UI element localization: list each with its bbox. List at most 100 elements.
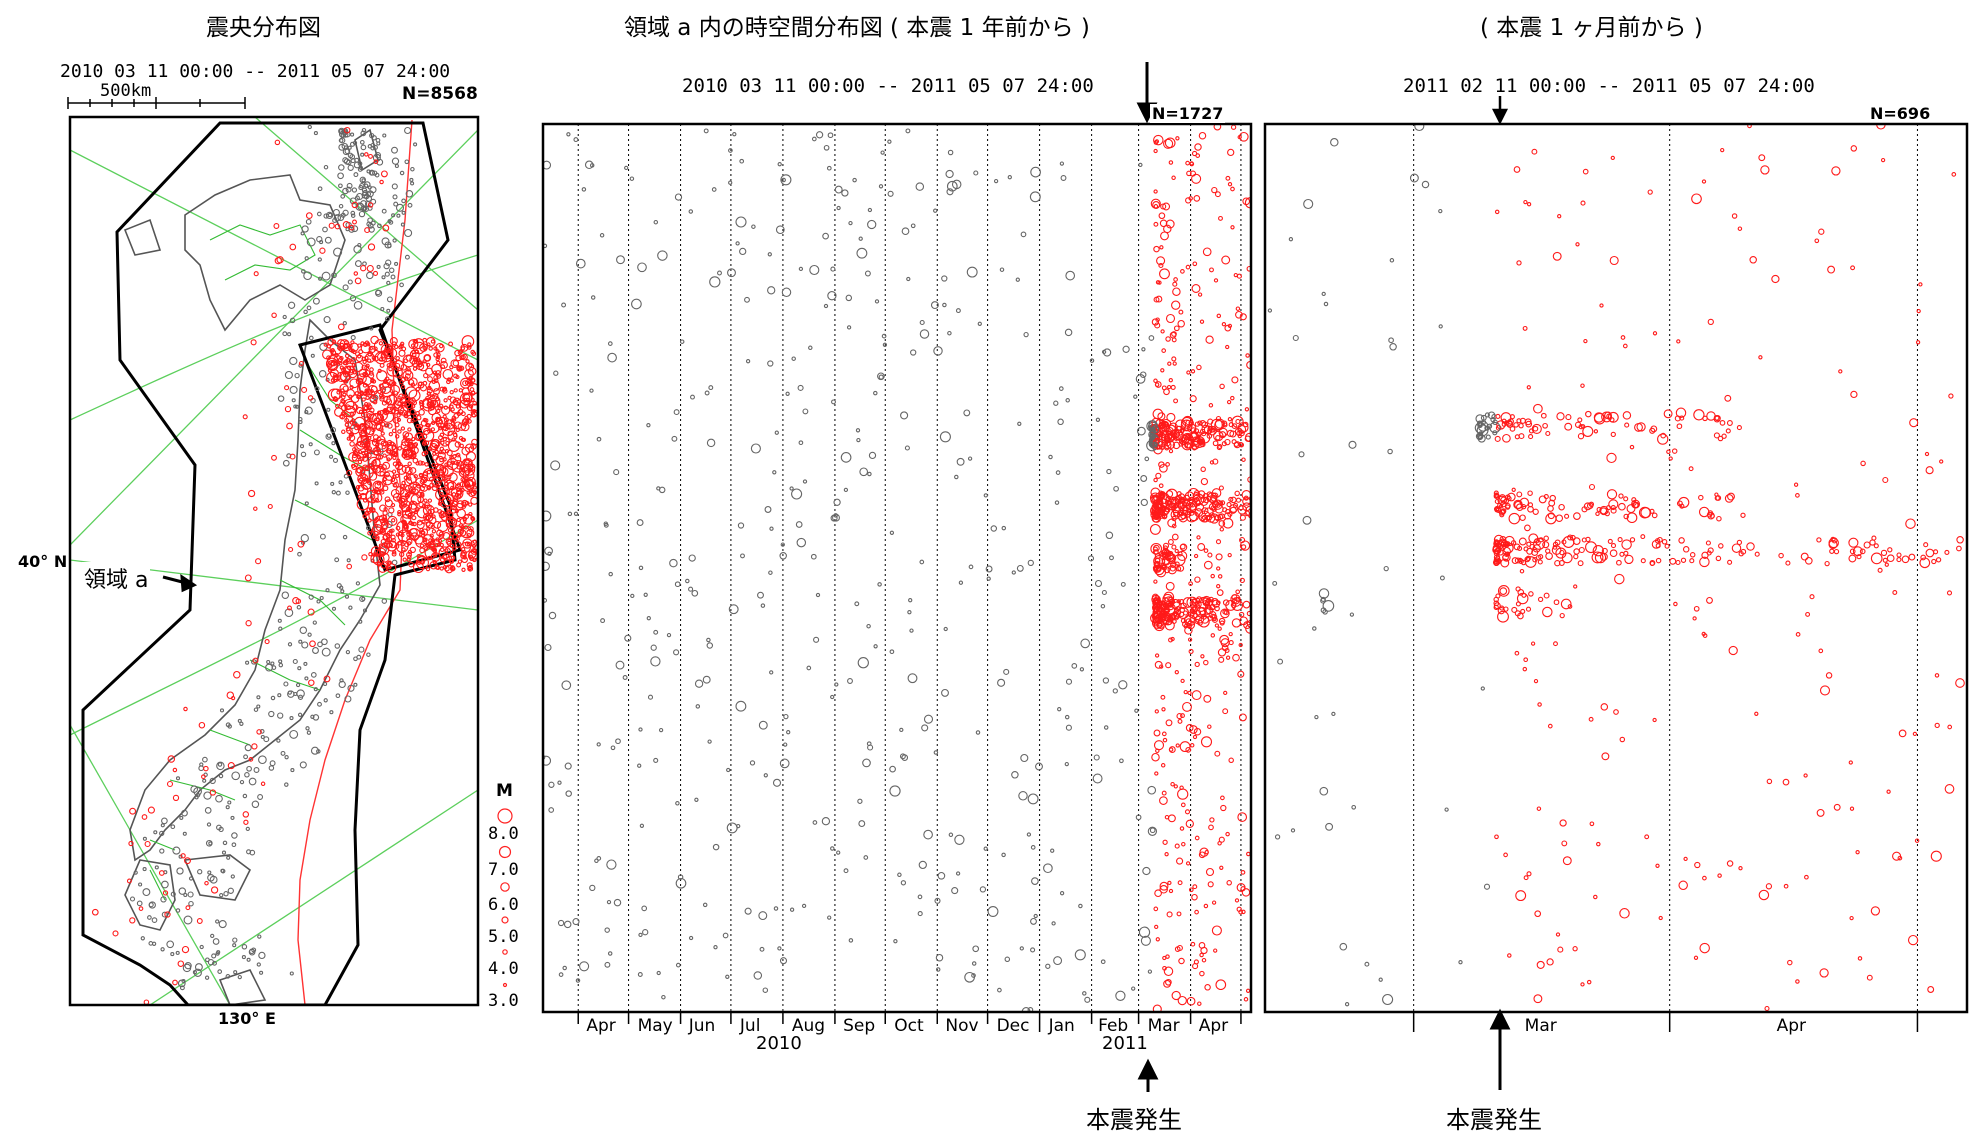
mid-event	[1087, 555, 1095, 562]
mid-event	[1103, 725, 1109, 730]
map-event	[314, 386, 320, 392]
mid-cluster-event	[1227, 511, 1233, 517]
mid-aftershock	[1222, 708, 1229, 715]
right-cluster-event	[1532, 508, 1539, 515]
right-event	[1658, 915, 1663, 921]
map-aftershock	[354, 277, 362, 285]
mid-event	[590, 295, 596, 300]
map-aftershock	[250, 339, 257, 346]
map-aftershock	[126, 878, 132, 884]
map-aftershock	[368, 372, 375, 379]
right-cluster-event	[1493, 490, 1499, 496]
mid-event	[1214, 623, 1220, 628]
map-aftershock	[439, 557, 446, 563]
mid-aftershock	[1242, 197, 1251, 206]
mid-event	[1203, 659, 1209, 666]
map-event	[369, 326, 374, 331]
map-event	[194, 963, 203, 972]
map-aftershock	[464, 541, 470, 547]
map-event	[138, 882, 143, 887]
mid-event	[589, 884, 596, 892]
mid-event	[779, 758, 790, 769]
mid-event	[713, 945, 718, 950]
mid-event	[811, 136, 817, 142]
mid-aftershock	[1199, 319, 1205, 324]
mid-cluster-event	[1179, 599, 1185, 605]
right-event	[1292, 334, 1299, 342]
right-cluster-event	[1493, 540, 1500, 547]
mid-aftershock	[1240, 544, 1247, 550]
map-event	[404, 254, 410, 260]
mid-cluster-event	[1154, 557, 1161, 564]
mid-cluster-event	[1238, 611, 1245, 618]
mid-aftershock	[1225, 175, 1231, 181]
mid-event	[661, 994, 666, 1000]
map-aftershock	[401, 394, 406, 399]
right-event	[1758, 889, 1770, 901]
mid-cluster-event	[1152, 615, 1163, 626]
mid-event	[674, 193, 683, 201]
mid-event	[921, 724, 929, 732]
mid-event	[1118, 680, 1128, 690]
mid-aftershock	[1168, 448, 1174, 454]
mid-event	[1017, 421, 1022, 426]
mid-aftershock	[1166, 412, 1176, 422]
map-aftershock	[360, 341, 365, 346]
map-aftershock	[447, 395, 452, 401]
map-period: 2010 03 11 00:00 -- 2011 05 07 24:00	[60, 61, 451, 82]
mid-event	[1020, 753, 1029, 763]
map-event	[282, 331, 288, 337]
mid-event	[1109, 555, 1114, 561]
map-aftershock	[460, 411, 466, 417]
mid-event	[935, 967, 941, 972]
region-a-label: 領域 a	[82, 562, 151, 594]
right-cluster-event	[1654, 538, 1661, 544]
mid-event	[977, 321, 982, 326]
map-aftershock	[411, 352, 417, 358]
mid-aftershock	[1216, 313, 1222, 319]
mid-cluster-event	[1200, 497, 1206, 503]
mid-event	[917, 911, 923, 917]
map-aftershock	[412, 416, 418, 422]
map-event	[140, 936, 145, 941]
right-event	[1884, 562, 1889, 567]
map-aftershock	[415, 536, 427, 548]
map-aftershock	[443, 398, 448, 403]
mid-aftershock	[1185, 819, 1194, 828]
right-cluster-event	[1583, 502, 1592, 511]
mid-aftershock	[1197, 292, 1203, 297]
mid-event	[973, 170, 979, 176]
right-event	[1522, 666, 1528, 672]
right-cluster-event	[1499, 544, 1506, 551]
map-event	[294, 372, 300, 379]
mid-aftershock	[1155, 472, 1162, 479]
right-event	[1912, 731, 1918, 737]
map-aftershock	[431, 412, 442, 423]
mid-aftershock	[1221, 255, 1231, 265]
map-event	[142, 836, 147, 841]
map-event	[154, 865, 159, 870]
map-event	[358, 210, 366, 218]
right-cluster-event	[1619, 551, 1625, 557]
map-aftershock	[301, 386, 308, 393]
right-cluster-event	[1558, 503, 1565, 511]
map-aftershock	[405, 402, 410, 407]
mid-event	[966, 266, 978, 278]
right-cluster-event	[1497, 607, 1505, 615]
right-cluster-event	[1507, 418, 1514, 425]
mid-cluster-event	[1246, 610, 1251, 617]
mid-aftershock	[1197, 543, 1206, 551]
map-aftershock	[433, 374, 439, 381]
map-event	[190, 785, 199, 794]
right-cluster-event	[1578, 423, 1584, 430]
mid-aftershock	[1162, 839, 1168, 845]
map-aftershock	[374, 482, 382, 490]
right-cluster-event	[1674, 415, 1681, 422]
map-event	[170, 824, 176, 830]
right-event	[1766, 778, 1773, 785]
map-aftershock	[368, 153, 373, 159]
map-event	[381, 208, 387, 214]
map-aftershock	[432, 559, 437, 565]
mid-cluster-event	[1158, 431, 1164, 438]
map-aftershock	[392, 390, 399, 397]
